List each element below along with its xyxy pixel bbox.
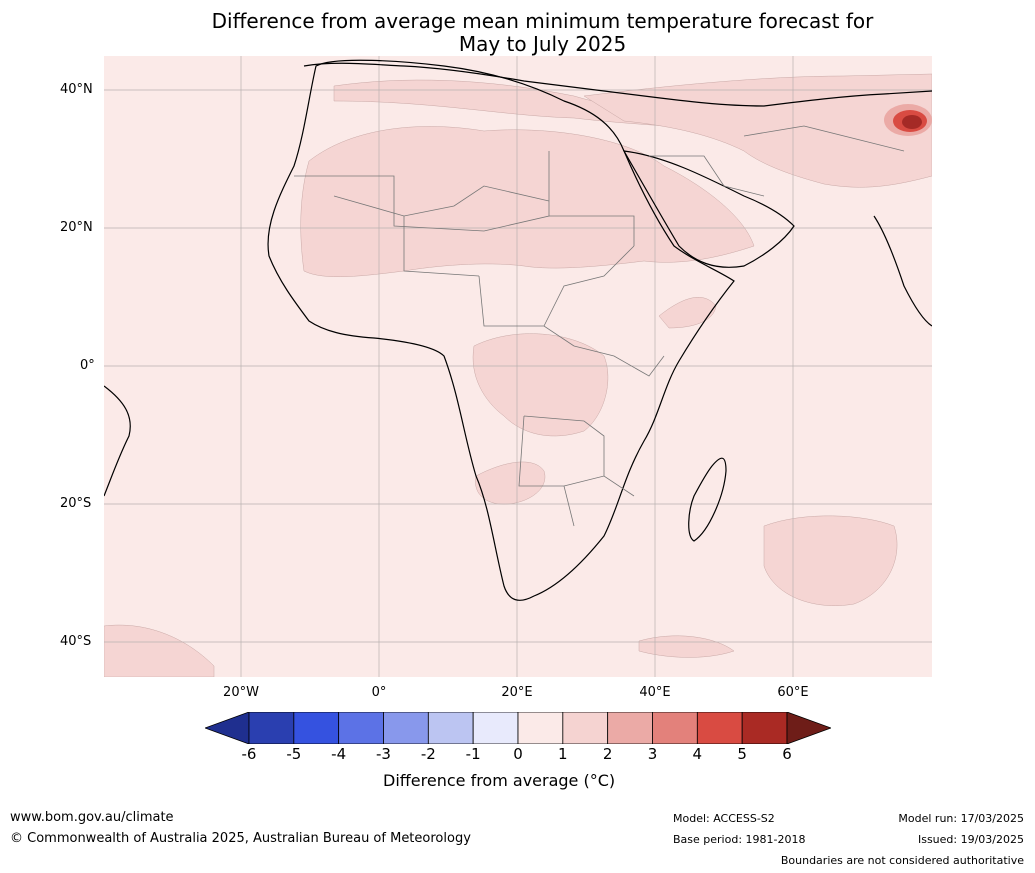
madagascar-coastline (688, 457, 727, 542)
colorbar-cell (607, 712, 653, 744)
map-title: Difference from average mean minimum tem… (0, 10, 1035, 56)
colorbar-cell (652, 712, 698, 744)
africa-coastline (267, 59, 735, 601)
arabia-coastline (622, 150, 795, 268)
colorbar-extend-high (786, 712, 831, 744)
colorbar-tick-label: -1 (465, 745, 481, 763)
lon-label-20w: 20°W (223, 685, 259, 700)
anomaly-hot-spot (884, 104, 932, 136)
forecast-map (104, 56, 932, 677)
colorbar-cell (383, 712, 429, 744)
model-run-date: Model run: 17/03/2025 (898, 812, 1024, 825)
lat-label-20n: 20°N (60, 220, 93, 235)
lon-label-0: 0° (371, 685, 387, 700)
colorbar-tick-label: -6 (241, 745, 257, 763)
lon-label-40e: 40°E (639, 685, 671, 700)
colorbar-label: Difference from average (°C) (383, 771, 616, 790)
colorbar-cells (205, 712, 831, 744)
colorbar-tick-label: -4 (331, 745, 347, 763)
anomaly-region-indian-ocean (763, 515, 898, 606)
south-america-coastline (104, 385, 131, 497)
boundaries-disclaimer: Boundaries are not considered authoritat… (780, 854, 1024, 867)
graticule (104, 56, 932, 677)
lat-label-20s: 20°S (60, 496, 92, 511)
lat-label-40n: 40°N (60, 82, 93, 97)
colorbar-extend-low (205, 712, 250, 744)
country-boundaries (294, 125, 905, 527)
colorbar-cell (293, 712, 340, 744)
anomaly-region-congo-basin (472, 333, 609, 437)
colorbar-tick-label: 6 (782, 745, 792, 763)
colorbar-tick-label: 3 (647, 745, 658, 763)
lat-label-equator: 0° (80, 358, 95, 373)
colorbar-cell (427, 712, 474, 744)
website-link[interactable]: www.bom.gov.au/climate (10, 810, 174, 825)
colorbar-cell (741, 712, 788, 744)
colorbar-cell (248, 712, 295, 744)
colorbar-cell (696, 712, 743, 744)
lon-label-20e: 20°E (501, 685, 533, 700)
lat-label-40s: 40°S (60, 634, 92, 649)
europe-coastline (303, 62, 932, 107)
base-period: Base period: 1981-2018 (673, 833, 806, 846)
india-coastline (873, 215, 932, 327)
colorbar-tick-label: 1 (558, 745, 568, 763)
colorbar-tick-label: 2 (602, 745, 613, 763)
colorbar-tick-label: -3 (376, 745, 391, 763)
colorbar-tick-label: 4 (692, 745, 703, 763)
coastlines (104, 59, 932, 601)
issued-date: Issued: 19/03/2025 (917, 833, 1024, 846)
anomaly-region-middle-east-asia (583, 73, 932, 188)
colorbar-tick-label: 5 (737, 745, 747, 763)
anomaly-region-south-indian (638, 635, 735, 658)
colorbar-tick-label: -5 (286, 745, 302, 763)
colorbar-tick-label: -2 (420, 745, 436, 763)
copyright-text: © Commonwealth of Australia 2025, Austra… (10, 831, 471, 846)
colorbar-tick-label: 0 (513, 745, 523, 763)
colorbar-cell (472, 712, 519, 744)
title-line-1: Difference from average mean minimum tem… (211, 9, 874, 33)
lon-label-60e: 60°E (777, 685, 809, 700)
anomaly-region-horn (658, 297, 717, 329)
colorbar-cell (562, 712, 609, 744)
colorbar-cell (338, 712, 384, 744)
anomaly-region-south-atlantic (104, 624, 215, 677)
colorbar (205, 712, 831, 744)
colorbar-cell (517, 712, 564, 744)
map-canvas (104, 56, 932, 677)
anomaly-1-to-2-regions (104, 73, 932, 677)
anomaly-region-sahara (300, 126, 755, 277)
model-name: Model: ACCESS-S2 (673, 812, 775, 825)
title-line-2: May to July 2025 (458, 32, 627, 56)
